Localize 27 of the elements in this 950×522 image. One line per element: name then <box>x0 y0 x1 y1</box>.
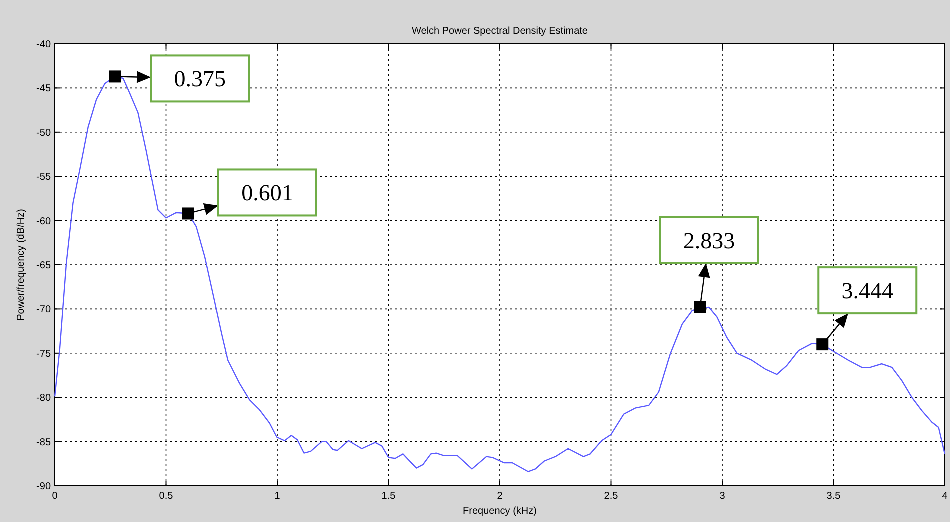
y-tick-label: -85 <box>36 437 52 448</box>
y-tick-label: -75 <box>36 348 52 360</box>
annotation: 0.375 <box>174 66 226 92</box>
y-tick-label: -50 <box>36 128 52 139</box>
x-tick-label: 3.5 <box>826 491 842 502</box>
annotation: 0.601 <box>242 180 294 206</box>
y-axis-title: Power/frequency (dB/Hz) <box>16 209 27 321</box>
annotation: 3.444 <box>842 278 894 304</box>
y-tick-label: -70 <box>36 304 52 316</box>
y-tick-label: -80 <box>36 393 52 404</box>
x-tick-label: 2 <box>497 491 504 502</box>
x-tick-label: 1.5 <box>382 491 396 502</box>
y-tick-label: -45 <box>36 84 52 95</box>
y-tick-label: -60 <box>36 216 52 228</box>
annotation: 2.833 <box>683 228 736 254</box>
y-tick-label: -40 <box>36 40 52 50</box>
x-tick-label: 0 <box>52 491 58 502</box>
x-tick-label: 2.5 <box>604 491 619 502</box>
x-tick-label: 1 <box>274 491 281 502</box>
y-tick-label: -65 <box>36 260 52 272</box>
x-tick-label: 4 <box>942 491 948 502</box>
x-axis-title: Frequency (kHz) <box>463 506 537 517</box>
chart-title: Welch Power Spectral Density Estimate <box>412 26 588 37</box>
x-tick-label: 3 <box>720 491 726 502</box>
y-tick-label: -90 <box>36 482 52 492</box>
y-tick-label: -55 <box>36 172 52 184</box>
x-tick-label: 0.5 <box>159 491 174 502</box>
